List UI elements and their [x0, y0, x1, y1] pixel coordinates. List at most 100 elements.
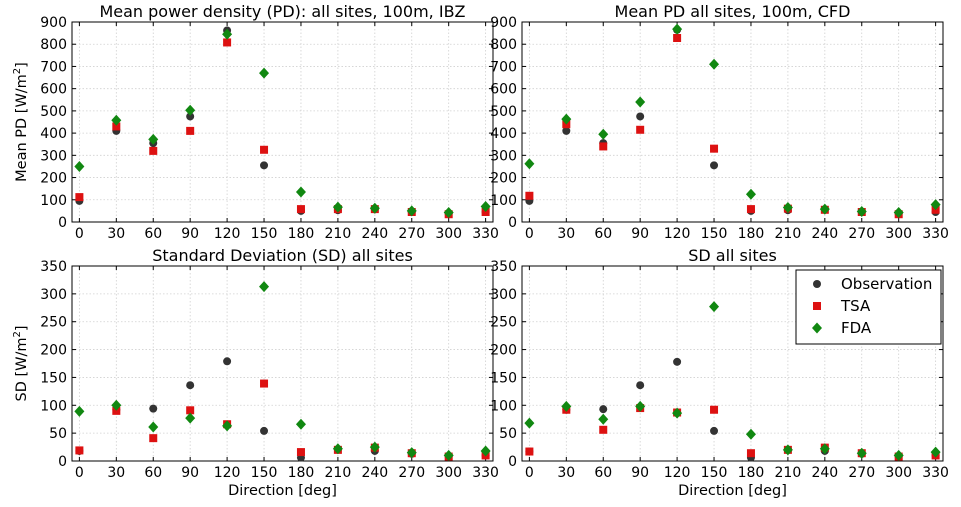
data-point-fda: [369, 441, 380, 453]
data-point-fda: [672, 23, 683, 35]
chart-title: SD all sites: [688, 246, 777, 265]
data-point-tsa: [746, 205, 755, 214]
y-tick-label: 250: [490, 315, 517, 331]
plot-frame: [521, 21, 944, 223]
x-tick-label: 270: [398, 465, 425, 481]
data-point-observation: [223, 357, 232, 366]
data-point-fda: [443, 449, 454, 461]
data-point-observation: [673, 357, 682, 366]
data-point-observation: [149, 404, 158, 413]
x-tick-label: 300: [885, 226, 912, 242]
x-tick-label: 120: [664, 226, 691, 242]
x-tick-label: 30: [107, 226, 125, 242]
data-point-observation: [260, 161, 269, 170]
data-point-fda: [930, 446, 941, 458]
data-point-fda: [259, 67, 270, 79]
series-tsa: [75, 379, 490, 461]
data-point-tsa: [525, 191, 534, 200]
data-point-fda: [782, 202, 793, 214]
data-point-tsa: [710, 405, 719, 414]
data-point-tsa: [525, 447, 534, 456]
data-point-fda: [672, 407, 683, 419]
y-tick-label: 700: [40, 59, 67, 75]
data-point-fda: [524, 158, 535, 170]
data-point-tsa: [296, 205, 305, 214]
data-point-tsa: [260, 145, 269, 154]
plot-frame: [521, 265, 944, 462]
data-point-fda: [856, 206, 867, 218]
data-point-tsa: [186, 126, 195, 135]
x-tick-label: 30: [107, 465, 125, 481]
data-point-tsa: [673, 34, 682, 42]
x-tick-label: 270: [848, 226, 875, 242]
data-point-fda: [745, 428, 756, 440]
y-tick-label: 300: [490, 148, 517, 164]
x-tick-label: 330: [922, 226, 949, 242]
data-point-fda: [332, 443, 343, 455]
data-point-observation: [636, 381, 645, 390]
x-tick-label: 150: [251, 465, 278, 481]
y-tick-label: 500: [40, 104, 67, 120]
x-tick-label: 0: [525, 465, 534, 481]
x-tick-label: 240: [361, 226, 388, 242]
data-point-fda: [185, 412, 196, 424]
data-point-fda: [930, 199, 941, 211]
data-point-fda: [222, 28, 233, 40]
x-tick-label: 210: [775, 465, 802, 481]
data-point-tsa: [112, 122, 121, 131]
x-tick-label: 150: [701, 226, 728, 242]
chart-panel-2: 0 30 60 90 120 150 180 210 240 270 300 330 0 100 200 30…: [490, 2, 949, 242]
x-tick-label: 240: [361, 465, 388, 481]
chart-title: Standard Deviation (SD) all sites: [152, 246, 413, 265]
data-point-fda: [406, 205, 417, 217]
series-fda: [524, 23, 941, 218]
data-point-fda: [598, 413, 609, 425]
data-point-fda: [635, 400, 646, 412]
x-tick-label: 90: [181, 465, 199, 481]
y-tick-label: 700: [490, 59, 517, 75]
x-tick-label: 60: [144, 226, 162, 242]
data-point-fda: [782, 444, 793, 456]
data-point-tsa: [223, 38, 232, 47]
data-point-tsa: [296, 448, 305, 457]
x-tick-label: 90: [631, 226, 649, 242]
data-point-fda: [561, 113, 572, 125]
y-tick-label: 400: [40, 126, 67, 142]
y-tick-label: 200: [490, 343, 517, 359]
data-point-fda: [332, 201, 343, 213]
y-tick-label: 200: [40, 343, 67, 359]
data-point-fda: [745, 188, 756, 200]
data-point-observation: [599, 405, 608, 414]
data-point-tsa: [112, 406, 121, 415]
data-point-fda: [111, 114, 122, 126]
y-tick-label: 100: [40, 398, 67, 414]
data-point-observation: [710, 161, 719, 170]
chart-panel-1: 0 30 60 90 120 150 180 210 240 270 300 330 0 100 200 30…: [12, 2, 499, 242]
y-tick-label: 400: [490, 126, 517, 142]
x-tick-label: 270: [848, 465, 875, 481]
data-point-fda: [480, 445, 491, 457]
data-point-fda: [443, 206, 454, 218]
y-tick-label: 150: [40, 370, 67, 386]
y-tick-label: 50: [499, 426, 517, 442]
y-tick-label: 800: [490, 37, 517, 53]
legend-marker: [813, 280, 821, 288]
data-point-observation: [562, 126, 571, 135]
data-point-tsa: [481, 208, 490, 216]
data-point-fda: [561, 400, 572, 412]
x-tick-label: 210: [775, 226, 802, 242]
chart-panel-3: 0 30 60 90 120 150 180 210 240 270 300 330 0 50 100 150…: [12, 246, 499, 499]
series-observation: [525, 25, 940, 218]
chart-title: Mean PD all sites, 100m, CFD: [615, 2, 851, 21]
x-tick-label: 240: [811, 465, 838, 481]
y-tick-label: 600: [40, 82, 67, 98]
data-point-fda: [635, 96, 646, 108]
data-point-tsa: [710, 144, 719, 153]
x-tick-label: 330: [472, 226, 499, 242]
data-point-tsa: [186, 406, 195, 415]
y-axis-label: SD [W/m2]: [12, 325, 30, 401]
y-tick-label: 0: [58, 454, 67, 470]
chart-title: Mean power density (PD): all sites, 100m…: [99, 2, 465, 21]
legend: Observation TSA FDA: [795, 269, 942, 345]
